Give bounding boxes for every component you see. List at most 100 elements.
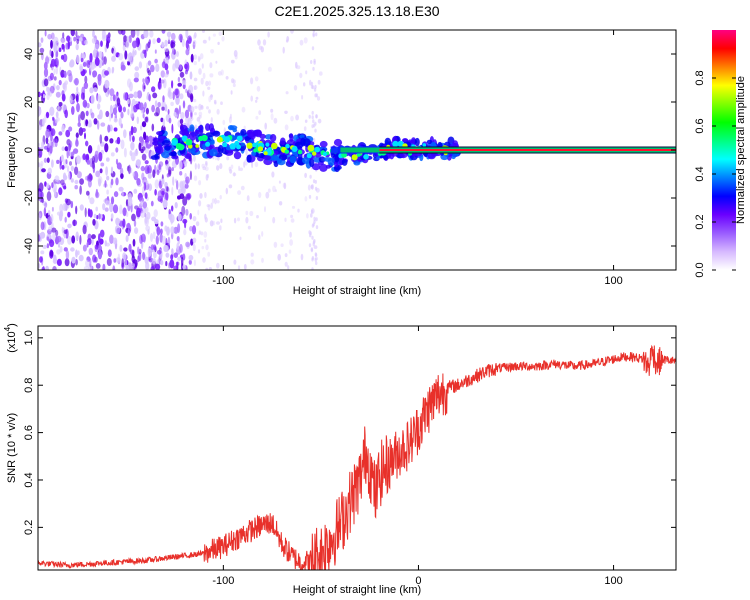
noise-speck xyxy=(112,265,116,270)
signal-line-core xyxy=(379,149,676,151)
speckle xyxy=(208,109,211,114)
noise-speck xyxy=(142,82,146,92)
noise-speck xyxy=(147,247,152,257)
noise-speck xyxy=(179,243,183,253)
noise-speck xyxy=(188,37,192,45)
noise-speck xyxy=(120,64,126,71)
noise-speck xyxy=(73,148,79,154)
noise-speck xyxy=(40,160,44,167)
noise-speck xyxy=(85,259,90,267)
noise-speck xyxy=(129,81,133,92)
speckle xyxy=(255,99,258,103)
x-tick-label: -100 xyxy=(212,575,234,587)
noise-speck xyxy=(106,175,110,181)
speckle xyxy=(311,110,314,115)
speckle xyxy=(198,180,202,186)
noise-speck xyxy=(105,242,111,247)
speckle xyxy=(233,217,237,224)
noise-speck xyxy=(97,176,103,184)
speckle xyxy=(208,267,212,270)
noise-speck xyxy=(189,213,192,220)
noise-speck xyxy=(162,95,165,103)
noise-speck xyxy=(61,43,65,50)
noise-speck xyxy=(161,235,167,245)
noise-speck xyxy=(97,103,101,110)
speckle xyxy=(206,204,210,208)
speckle xyxy=(202,72,206,80)
noise-speck xyxy=(181,205,186,216)
speckle xyxy=(308,194,312,199)
noise-speck xyxy=(71,151,75,156)
snr-axes: -100 0 100 0.2 0.4 0.6 0.8 1.0 xyxy=(23,326,676,587)
noise-speck xyxy=(76,102,80,113)
ridge-blob xyxy=(189,131,197,141)
noise-speck xyxy=(171,205,174,212)
speckle xyxy=(243,125,246,130)
noise-speck xyxy=(150,200,154,207)
noise-speck xyxy=(50,58,56,67)
noise-speck xyxy=(170,41,176,49)
noise-speck xyxy=(134,227,139,235)
noise-speck xyxy=(105,200,111,206)
ridge-core xyxy=(392,140,399,147)
noise-speck xyxy=(123,247,128,252)
speckle xyxy=(247,225,251,230)
speckle xyxy=(284,110,288,115)
noise-speck xyxy=(86,241,89,248)
noise-speck xyxy=(176,261,179,270)
noise-speck xyxy=(182,264,187,270)
speckle xyxy=(310,184,313,189)
speckle xyxy=(193,77,198,82)
noise-speck xyxy=(84,75,88,84)
noise-speck xyxy=(177,188,182,195)
noise-speck xyxy=(137,38,140,46)
noise-speck xyxy=(152,92,158,99)
noise-speck xyxy=(106,40,109,49)
speckle xyxy=(309,233,312,238)
spectrogram-heatmap xyxy=(38,30,676,270)
speckle xyxy=(261,257,264,263)
speckle xyxy=(240,185,245,191)
noise-speck xyxy=(79,234,82,245)
noise-speck xyxy=(44,181,47,187)
noise-speck xyxy=(190,93,194,103)
ridge-blob xyxy=(212,130,221,137)
noise-speck xyxy=(66,149,69,159)
speckle xyxy=(205,160,208,166)
noise-speck xyxy=(100,162,105,167)
noise-speck xyxy=(184,183,189,189)
speckle xyxy=(295,61,298,69)
noise-speck xyxy=(74,77,79,86)
noise-speck xyxy=(58,131,63,136)
speckle xyxy=(258,110,262,115)
ridge-core xyxy=(171,139,178,146)
speckle xyxy=(209,62,213,69)
noise-speck xyxy=(143,131,147,140)
ridge-core xyxy=(397,140,404,147)
noise-speck xyxy=(102,263,106,270)
speckle xyxy=(250,77,254,85)
noise-speck xyxy=(167,109,170,115)
noise-speck xyxy=(129,132,132,142)
noise-speck xyxy=(147,60,152,66)
ridge-blob xyxy=(254,129,262,138)
noise-speck xyxy=(87,123,92,128)
noise-speck xyxy=(38,182,44,192)
noise-speck xyxy=(149,30,154,38)
noise-speck xyxy=(143,30,149,38)
noise-speck xyxy=(75,139,79,147)
speckle xyxy=(192,216,197,222)
noise-speck xyxy=(82,224,87,235)
noise-speck xyxy=(116,136,121,145)
noise-speck xyxy=(155,263,161,270)
noise-speck xyxy=(177,213,182,222)
ridge-core xyxy=(198,135,204,142)
noise-speck xyxy=(86,190,90,196)
noise-speck xyxy=(40,37,44,43)
noise-speck xyxy=(148,39,151,45)
noise-speck xyxy=(185,48,190,56)
speckle xyxy=(220,218,223,224)
ridge-blob xyxy=(156,131,163,136)
noise-speck xyxy=(51,206,54,212)
noise-speck xyxy=(99,229,105,238)
